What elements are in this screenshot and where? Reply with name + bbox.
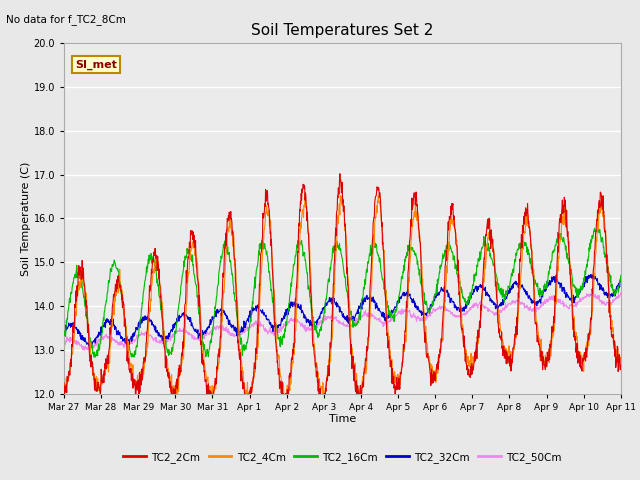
Y-axis label: Soil Temperature (C): Soil Temperature (C) (20, 161, 31, 276)
Text: No data for f_TC2_8Cm: No data for f_TC2_8Cm (6, 14, 126, 25)
X-axis label: Time: Time (329, 414, 356, 424)
Legend: TC2_2Cm, TC2_4Cm, TC2_16Cm, TC2_32Cm, TC2_50Cm: TC2_2Cm, TC2_4Cm, TC2_16Cm, TC2_32Cm, TC… (119, 448, 566, 467)
Text: SI_met: SI_met (75, 60, 117, 70)
Title: Soil Temperatures Set 2: Soil Temperatures Set 2 (252, 23, 433, 38)
